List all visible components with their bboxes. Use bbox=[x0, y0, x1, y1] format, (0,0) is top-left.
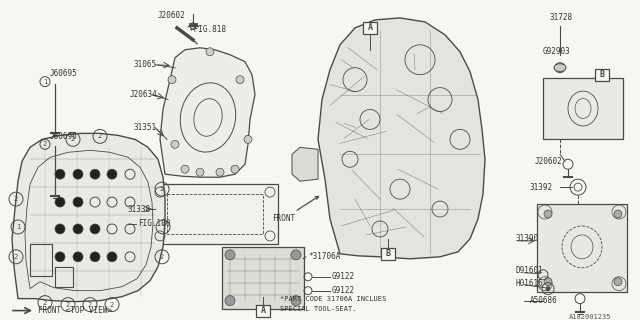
Text: 2: 2 bbox=[110, 302, 114, 308]
Circle shape bbox=[538, 277, 552, 291]
Text: FIG.180: FIG.180 bbox=[138, 220, 170, 228]
Text: 2: 2 bbox=[43, 141, 47, 147]
Text: 2: 2 bbox=[14, 196, 18, 202]
Circle shape bbox=[216, 168, 224, 176]
Text: 31390: 31390 bbox=[516, 235, 539, 244]
Circle shape bbox=[90, 252, 100, 262]
Text: B: B bbox=[385, 249, 390, 258]
Text: G92903: G92903 bbox=[543, 47, 571, 56]
Circle shape bbox=[73, 169, 83, 179]
Text: SPECIAL TOOL-SEAT.: SPECIAL TOOL-SEAT. bbox=[280, 306, 356, 312]
Text: J20602: J20602 bbox=[535, 157, 563, 166]
Text: FRONT: FRONT bbox=[272, 196, 319, 223]
Text: A: A bbox=[260, 306, 266, 315]
Circle shape bbox=[544, 210, 552, 218]
Text: 31338: 31338 bbox=[128, 204, 151, 213]
Circle shape bbox=[544, 278, 552, 286]
Circle shape bbox=[231, 165, 239, 173]
Text: 2: 2 bbox=[66, 302, 70, 308]
Text: *31706A: *31706A bbox=[308, 252, 340, 261]
Circle shape bbox=[236, 76, 244, 84]
Circle shape bbox=[171, 140, 179, 148]
Text: J60696: J60696 bbox=[50, 132, 77, 141]
Text: 2: 2 bbox=[160, 186, 164, 192]
Text: D91601: D91601 bbox=[516, 266, 544, 275]
Bar bbox=[55, 267, 73, 287]
Circle shape bbox=[244, 135, 252, 143]
Text: 1: 1 bbox=[16, 224, 20, 230]
Bar bbox=[537, 204, 627, 292]
Circle shape bbox=[196, 168, 204, 176]
Text: B: B bbox=[600, 70, 605, 79]
Circle shape bbox=[73, 197, 83, 207]
Text: A50686: A50686 bbox=[530, 296, 557, 305]
Text: 2: 2 bbox=[71, 136, 75, 142]
Circle shape bbox=[90, 224, 100, 234]
Circle shape bbox=[614, 210, 622, 218]
Circle shape bbox=[55, 224, 65, 234]
Circle shape bbox=[55, 252, 65, 262]
Text: *PART CODE 31706A INCLUES: *PART CODE 31706A INCLUES bbox=[280, 296, 387, 302]
Circle shape bbox=[225, 296, 235, 306]
Text: J20602: J20602 bbox=[158, 12, 186, 20]
Text: A: A bbox=[367, 23, 372, 32]
Text: A182001235: A182001235 bbox=[569, 314, 611, 320]
Ellipse shape bbox=[554, 64, 566, 72]
Circle shape bbox=[291, 296, 301, 306]
Text: 2: 2 bbox=[160, 254, 164, 260]
Circle shape bbox=[73, 224, 83, 234]
Text: 31392: 31392 bbox=[530, 183, 553, 192]
Bar bbox=[167, 194, 263, 234]
Bar bbox=[381, 248, 395, 260]
Circle shape bbox=[225, 250, 235, 260]
Circle shape bbox=[612, 205, 626, 219]
Text: 2: 2 bbox=[43, 300, 47, 306]
Text: 31351: 31351 bbox=[133, 123, 156, 132]
Bar bbox=[152, 184, 278, 244]
Bar bbox=[595, 69, 609, 81]
Circle shape bbox=[90, 169, 100, 179]
Circle shape bbox=[206, 48, 214, 56]
Polygon shape bbox=[160, 48, 255, 177]
Circle shape bbox=[107, 252, 117, 262]
Text: ←FIG.818: ←FIG.818 bbox=[190, 25, 227, 34]
Circle shape bbox=[291, 250, 301, 260]
Circle shape bbox=[614, 278, 622, 286]
Text: 1: 1 bbox=[43, 79, 47, 84]
Bar bbox=[222, 247, 304, 308]
Text: 2: 2 bbox=[14, 254, 18, 260]
Text: 1: 1 bbox=[161, 224, 165, 230]
Text: H01616: H01616 bbox=[516, 279, 544, 288]
Circle shape bbox=[55, 197, 65, 207]
Text: FRONT <TOP VIEW>: FRONT <TOP VIEW> bbox=[38, 306, 112, 315]
Text: G9122: G9122 bbox=[332, 286, 355, 295]
Text: J60695: J60695 bbox=[50, 69, 77, 78]
Text: J20634: J20634 bbox=[130, 90, 157, 99]
Circle shape bbox=[73, 252, 83, 262]
Bar bbox=[256, 305, 270, 316]
Bar bbox=[543, 78, 623, 140]
Bar bbox=[363, 22, 377, 34]
Circle shape bbox=[545, 286, 550, 291]
Text: 31065: 31065 bbox=[133, 60, 156, 69]
Polygon shape bbox=[318, 18, 485, 259]
Circle shape bbox=[612, 277, 626, 291]
Polygon shape bbox=[12, 133, 165, 302]
Text: 2: 2 bbox=[98, 133, 102, 140]
Circle shape bbox=[181, 165, 189, 173]
Text: G9122: G9122 bbox=[332, 272, 355, 281]
Text: 31728: 31728 bbox=[550, 13, 573, 22]
Bar bbox=[30, 244, 52, 276]
Circle shape bbox=[107, 169, 117, 179]
Circle shape bbox=[55, 169, 65, 179]
Circle shape bbox=[168, 76, 176, 84]
Text: 2: 2 bbox=[88, 302, 92, 308]
Polygon shape bbox=[292, 147, 318, 181]
Circle shape bbox=[538, 205, 552, 219]
